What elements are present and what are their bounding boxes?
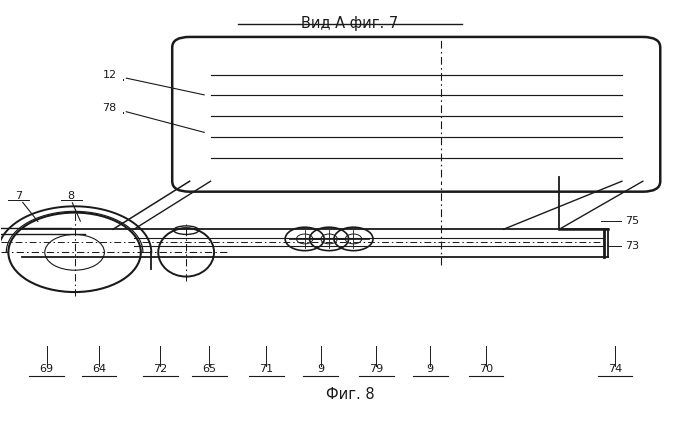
Text: 69: 69 xyxy=(40,364,54,373)
Text: 9: 9 xyxy=(426,364,434,373)
Text: 8: 8 xyxy=(67,191,75,201)
Text: 78: 78 xyxy=(102,103,117,113)
Text: 71: 71 xyxy=(259,364,274,373)
Text: 64: 64 xyxy=(92,364,106,373)
Text: 72: 72 xyxy=(153,364,167,373)
Text: 65: 65 xyxy=(202,364,216,373)
Text: 9: 9 xyxy=(317,364,324,373)
Text: 79: 79 xyxy=(370,364,384,373)
Text: 75: 75 xyxy=(625,216,640,226)
Text: Вид А фиг. 7: Вид А фиг. 7 xyxy=(302,16,398,31)
Text: Фиг. 8: Фиг. 8 xyxy=(326,387,374,402)
Text: 73: 73 xyxy=(625,241,640,251)
Text: 70: 70 xyxy=(479,364,493,373)
Text: 74: 74 xyxy=(608,364,622,373)
Text: 12: 12 xyxy=(102,69,117,80)
Text: 7: 7 xyxy=(15,191,22,201)
FancyBboxPatch shape xyxy=(172,37,660,192)
